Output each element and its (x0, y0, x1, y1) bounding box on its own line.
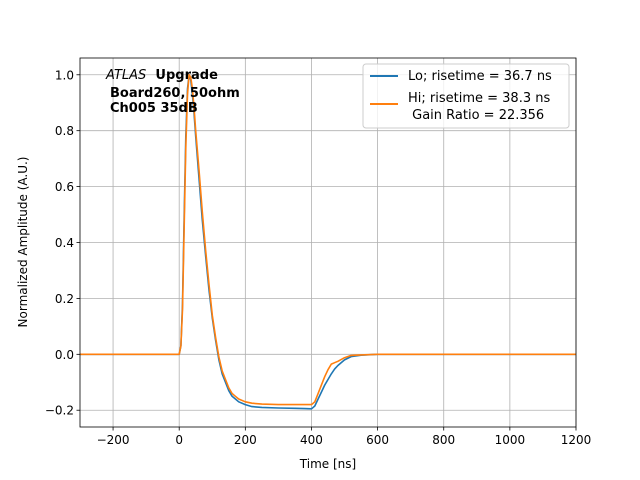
y-tick-label: 0.6 (55, 180, 74, 194)
annotation-italic-text: ATLAS (105, 68, 146, 83)
y-tick-label: 0.4 (55, 236, 74, 250)
y-tick-label: 1.0 (55, 68, 74, 82)
legend: Lo; risetime = 36.7 ns Hi; risetime = 38… (362, 63, 570, 129)
axis-ticks: −200 0 200 400 600 800 1000 1200 −0.2 0.0 0.2 0.4 0.… (45, 68, 591, 447)
x-tick-label: 0 (175, 433, 183, 447)
y-tick-label: 0.2 (55, 292, 74, 306)
x-tick-label: 800 (432, 433, 455, 447)
x-tick-label: 400 (300, 433, 323, 447)
annotation-bold-text: Upgrade (155, 68, 218, 83)
annotation-board-text: Board260, 50ohm (110, 86, 240, 101)
series-lines (80, 74, 576, 410)
series-line-hi (80, 74, 576, 406)
x-axis-label: Time [ns] (299, 457, 356, 471)
y-tick-label: −0.2 (45, 404, 74, 418)
legend-box (362, 63, 570, 129)
svg-text:ATLAS Upgrade: ATLAS Upgrade (105, 68, 218, 83)
y-tick-label: 0.8 (55, 124, 74, 138)
legend-label-hi: Hi; risetime = 38.3 ns (408, 91, 550, 106)
x-tick-label: −200 (97, 433, 130, 447)
y-axis-label: Normalized Amplitude (A.U.) (16, 157, 30, 328)
x-tick-label: 200 (234, 433, 257, 447)
atlas-annotation: ATLAS Upgrade Board260, 50ohm Ch005 35dB (105, 68, 240, 116)
legend-label-gain-ratio: Gain Ratio = 22.356 (408, 108, 544, 123)
x-tick-label: 1000 (495, 433, 526, 447)
annotation-channel-text: Ch005 35dB (110, 101, 198, 116)
legend-label-lo: Lo; risetime = 36.7 ns (408, 69, 552, 84)
y-tick-label: 0.0 (55, 348, 74, 362)
x-tick-label: 600 (366, 433, 389, 447)
x-tick-label: 1200 (561, 433, 592, 447)
